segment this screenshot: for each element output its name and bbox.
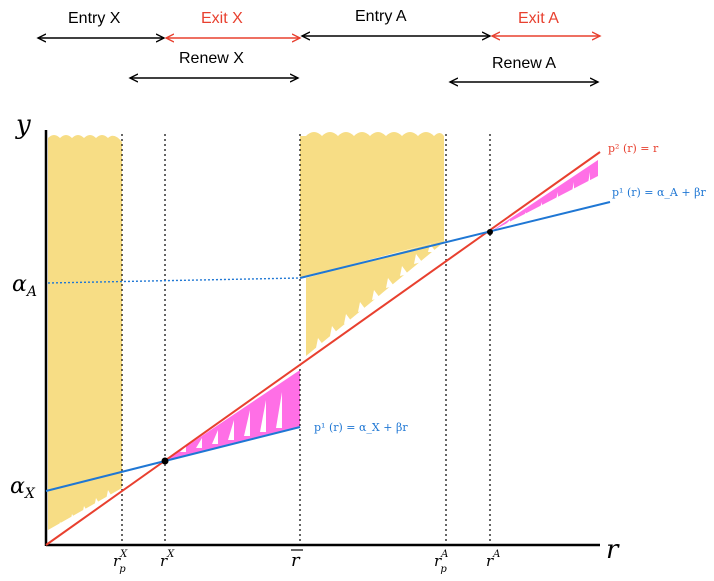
renew-x-label: Renew X [179,50,244,67]
svg-text:r: r [291,550,301,571]
p1-a-formula: p¹ (r) = α_A + βr [612,186,706,199]
dotted-verticals [121,134,491,544]
p2-line [45,151,601,546]
tick-rpX: rX p [113,549,128,575]
exit-a-label: Exit A [518,10,559,27]
magenta-region-middle [166,370,300,460]
intersection-x [161,457,169,465]
alpha-a-label: αA [12,272,37,300]
entry-a-label: Entry A [355,8,407,25]
renew-a-label: Renew A [492,55,556,72]
tick-rA: rA [486,549,500,570]
p1-x-line [45,426,301,492]
tick-rpA: rA p [434,549,448,575]
p1-a-line [299,201,611,279]
p2-formula: p² (r) = r [608,142,659,155]
y-axis-label: y [15,110,31,140]
tick-rX: rX [160,549,175,570]
entry-x-label: Entry X [68,10,121,27]
yellow-region-middle [300,132,444,356]
yellow-region-left [48,135,122,532]
r-axis-label: r [606,535,620,565]
tick-rbar: r [291,549,303,571]
exit-x-label: Exit X [201,10,243,27]
intersection-a [487,229,493,235]
p1-x-formula: p¹ (r) = α_X + βr [314,421,408,434]
alpha-x-label: αX [10,474,36,502]
magenta-region-right [490,160,598,232]
